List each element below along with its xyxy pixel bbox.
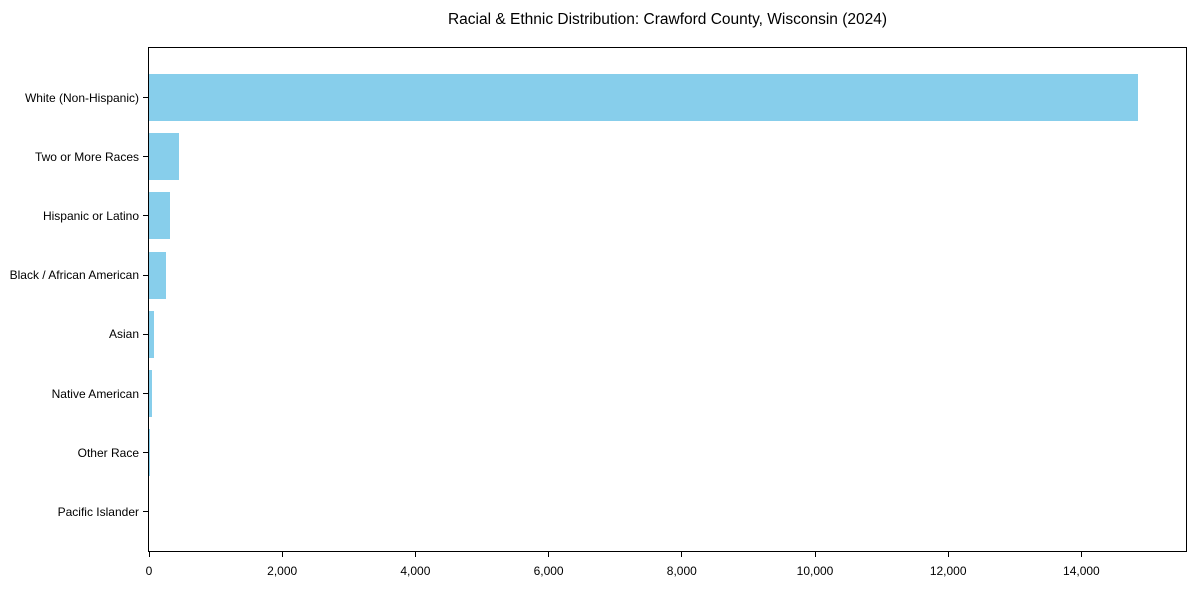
x-tick-label: 2,000 [267, 564, 298, 578]
y-tick-label: Hispanic or Latino [42, 208, 139, 223]
y-axis-tick [143, 215, 148, 217]
x-axis-tick [947, 552, 949, 557]
y-axis-tick [143, 393, 148, 394]
x-tick-label: 10,000 [796, 564, 834, 578]
x-axis-tick [281, 552, 283, 557]
x-tick-label: 8,000 [666, 564, 697, 578]
y-axis-tick [143, 156, 148, 158]
bar [149, 310, 155, 358]
y-axis-tick [143, 452, 148, 454]
y-tick-label: Two or More Races [34, 149, 139, 164]
x-axis-tick [814, 552, 816, 557]
y-axis-tick [143, 511, 148, 513]
x-tick-label: 14,000 [1063, 564, 1100, 578]
x-axis-tick [681, 552, 683, 557]
y-axis-tick [143, 274, 148, 276]
x-tick-label: 6,000 [533, 564, 564, 578]
bar [149, 370, 152, 417]
x-tick-label: 0 [145, 564, 153, 578]
y-tick-label: White (Non-Hispanic) [24, 90, 139, 105]
x-axis-tick [548, 552, 550, 557]
x-tick-label: 4,000 [400, 564, 431, 578]
y-tick-label: Asian [108, 327, 139, 342]
chart-title: Racial & Ethnic Distribution: Crawford C… [447, 11, 888, 28]
y-tick-label: Pacific Islander [57, 504, 139, 519]
y-tick-label: Black / African American [9, 268, 139, 283]
bar [149, 133, 179, 181]
x-axis-tick [414, 552, 416, 557]
bar [149, 74, 1138, 121]
y-tick-label: Other Race [77, 445, 139, 460]
bar [149, 429, 150, 477]
y-axis-tick [143, 97, 148, 98]
x-axis-tick [148, 552, 150, 557]
x-tick-label: 12,000 [929, 564, 967, 578]
x-axis-tick [1080, 552, 1082, 557]
bar [149, 251, 166, 299]
y-axis-tick [143, 333, 148, 335]
bar [149, 192, 171, 240]
y-tick-label: Native American [51, 386, 139, 401]
plot-area [148, 47, 1187, 552]
